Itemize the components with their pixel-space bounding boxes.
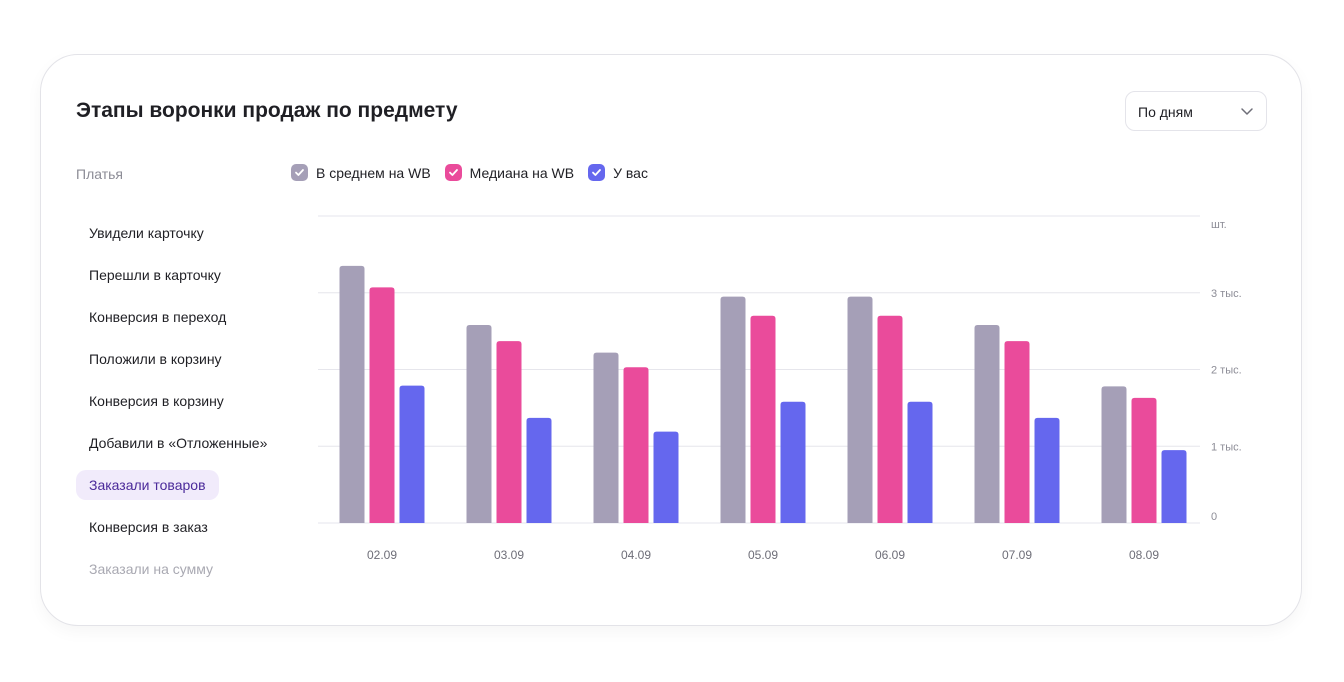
metric-list: Увидели карточку Перешли в карточку Конвер… — [76, 212, 286, 590]
legend-label: Медиана на WB — [469, 164, 575, 181]
metric-item[interactable]: Конверсия в заказ — [76, 506, 286, 548]
metric-item-label: Положили в корзину — [89, 351, 222, 367]
legend-item[interactable]: У вас — [588, 164, 648, 181]
metric-item-label: Конверсия в заказ — [89, 519, 208, 535]
subject-label: Платья — [76, 166, 123, 182]
metric-item[interactable]: Заказали на сумму — [76, 548, 286, 590]
period-dropdown-value: По дням — [1138, 104, 1193, 120]
funnel-card — [40, 54, 1302, 626]
page-title: Этапы воронки продаж по предмету — [76, 99, 458, 122]
metric-item[interactable]: Добавили в «Отложенные» — [76, 422, 286, 464]
metric-item-label: Увидели карточку — [89, 225, 204, 241]
checkbox-checked-icon[interactable] — [291, 164, 308, 181]
legend-label: В среднем на WB — [316, 164, 431, 181]
metric-item-label: Добавили в «Отложенные» — [89, 435, 268, 451]
metric-item-label: Конверсия в корзину — [89, 393, 224, 409]
checkbox-checked-icon[interactable] — [444, 164, 462, 181]
legend-item[interactable]: В среднем на WB — [291, 164, 431, 181]
metric-item[interactable]: Заказали товаров — [76, 464, 286, 506]
chevron-down-icon — [1241, 108, 1253, 115]
metric-item-label: Заказали на сумму — [89, 561, 214, 577]
period-dropdown[interactable]: По дням — [1125, 91, 1267, 131]
legend-label: У вас — [613, 164, 648, 181]
metric-item-label: Конверсия в переход — [89, 309, 227, 325]
metric-item[interactable]: Увидели карточку — [76, 212, 286, 254]
metric-item[interactable]: Конверсия в переход — [76, 296, 286, 338]
metric-item[interactable]: Перешли в карточку — [76, 254, 286, 296]
chart-legend: В среднем на WB Медиана на WB У вас — [291, 164, 662, 181]
metric-item[interactable]: Положили в корзину — [76, 338, 286, 380]
checkbox-checked-icon[interactable] — [588, 164, 606, 181]
metric-item-label: Перешли в карточку — [89, 267, 221, 283]
metric-item[interactable]: Конверсия в корзину — [76, 380, 286, 422]
metric-item-label: Заказали товаров — [76, 470, 219, 500]
legend-item[interactable]: Медиана на WB — [444, 164, 575, 181]
